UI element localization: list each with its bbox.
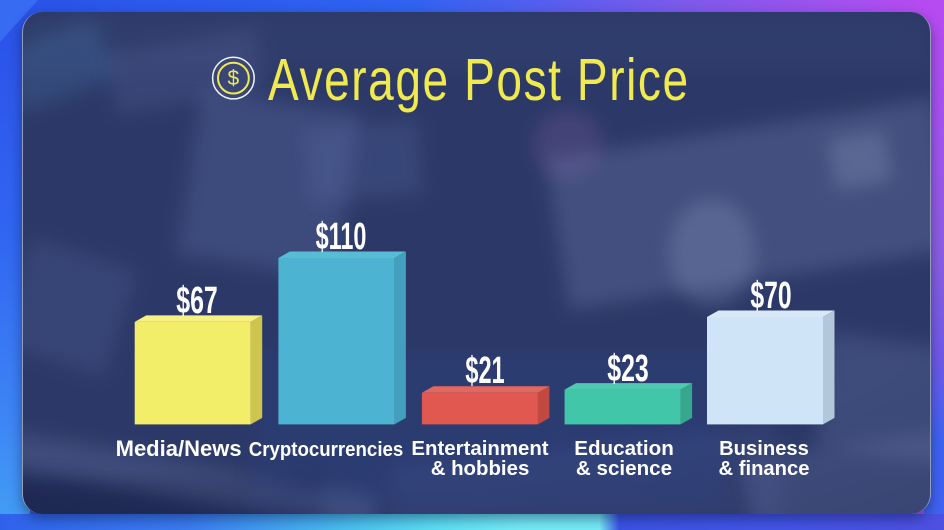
svg-text:$: $ [228,67,240,90]
